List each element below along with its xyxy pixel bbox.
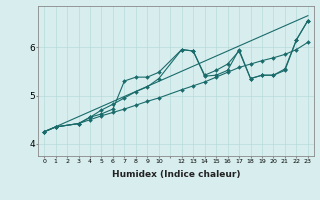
X-axis label: Humidex (Indice chaleur): Humidex (Indice chaleur) [112, 170, 240, 179]
